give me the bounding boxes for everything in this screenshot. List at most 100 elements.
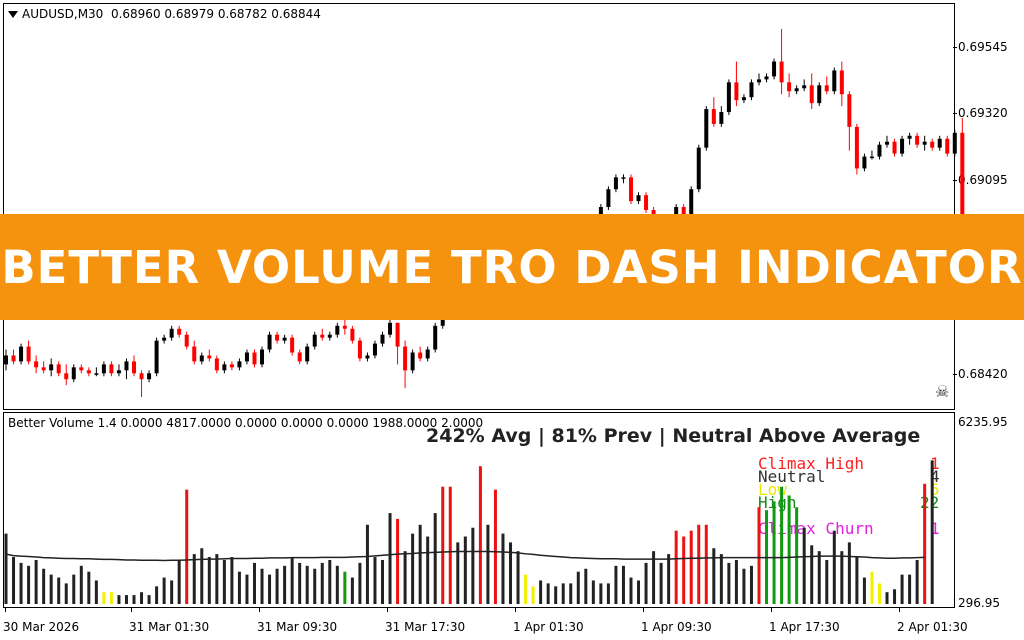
candle-body xyxy=(824,85,829,92)
volume-bar xyxy=(162,577,166,604)
volume-bar xyxy=(908,574,912,604)
candle-body xyxy=(628,177,633,202)
volume-bar xyxy=(34,559,38,604)
candle-body xyxy=(644,195,649,210)
volume-bar xyxy=(780,486,784,604)
x-tick xyxy=(387,607,388,612)
candle-body xyxy=(900,138,905,154)
volume-bar xyxy=(64,583,68,604)
volume-bar xyxy=(742,568,746,604)
candle-body xyxy=(839,70,844,95)
volume-bar xyxy=(493,489,497,604)
candle-body xyxy=(877,144,882,157)
volume-bar xyxy=(772,501,776,604)
candle-body xyxy=(109,364,114,374)
candle-body xyxy=(177,328,182,335)
volume-bar xyxy=(930,460,934,604)
volume-bar xyxy=(42,568,46,604)
candle-body xyxy=(418,352,423,359)
volume-bar xyxy=(704,524,708,604)
candle-body xyxy=(704,109,709,148)
volume-bar xyxy=(124,595,128,604)
candle-body xyxy=(252,352,257,365)
candle-body xyxy=(862,156,867,169)
legend-climax-high: Climax High xyxy=(758,456,864,472)
volume-bar xyxy=(79,565,83,604)
volume-bar xyxy=(795,507,799,604)
candle-body xyxy=(124,361,129,371)
candle-body xyxy=(809,85,814,104)
volume-bar xyxy=(840,551,844,604)
candle-body xyxy=(19,346,24,362)
volume-bar xyxy=(606,583,610,604)
candle-body xyxy=(86,370,91,374)
candle-body xyxy=(34,361,39,368)
x-tick xyxy=(899,607,900,612)
candle-body xyxy=(741,97,746,101)
candle-body xyxy=(749,82,754,98)
volume-bar xyxy=(576,571,580,604)
volume-bar xyxy=(177,559,181,604)
candle-body xyxy=(372,343,377,356)
candle-body xyxy=(726,82,731,113)
candle-body xyxy=(282,337,287,341)
candle-body xyxy=(598,207,603,219)
volume-bar xyxy=(433,513,437,604)
volume-bar xyxy=(117,595,121,604)
candle-body xyxy=(199,355,204,362)
candle-body xyxy=(229,364,234,368)
volume-bar xyxy=(629,577,633,604)
volume-bar xyxy=(102,592,106,604)
volume-bar xyxy=(343,571,347,604)
volume-bar xyxy=(350,577,354,604)
volume-average-line xyxy=(5,550,925,562)
legend-low-count: 5 xyxy=(930,480,940,499)
y-tick xyxy=(953,374,957,375)
candle-body xyxy=(922,141,927,145)
candle-body xyxy=(764,76,769,80)
legend-climax-high-count: 1 xyxy=(930,454,940,473)
volume-bar xyxy=(810,545,814,604)
volume-axis-max: 6235.95 xyxy=(958,415,1008,429)
volume-bar xyxy=(57,577,61,604)
candle-body xyxy=(297,352,302,362)
legend-high: High xyxy=(758,493,797,512)
y-tick xyxy=(953,47,957,48)
volume-bar xyxy=(222,559,226,604)
candle-body xyxy=(410,352,415,371)
volume-bar xyxy=(456,542,460,604)
price-label: 0.69545 xyxy=(958,40,1008,54)
candle-body xyxy=(169,328,174,338)
volume-bar xyxy=(441,486,445,604)
candle-body xyxy=(267,334,272,350)
candle-body xyxy=(425,349,430,359)
volume-bar xyxy=(388,513,392,604)
price-label: 0.69320 xyxy=(958,106,1008,120)
candle-body xyxy=(832,70,837,92)
volume-bar xyxy=(365,524,369,604)
chart-ohlc: 0.68960 0.68979 0.68782 0.68844 xyxy=(110,7,321,21)
volume-bar xyxy=(486,524,490,604)
volume-bar xyxy=(49,574,53,604)
volume-bar xyxy=(320,562,324,604)
chart-symbol-header: AUDUSD,M30 0.68960 0.68979 0.68782 0.688… xyxy=(8,7,321,21)
volume-bar xyxy=(727,562,731,604)
volume-bar xyxy=(584,568,588,604)
candle-body xyxy=(787,82,792,92)
volume-bar xyxy=(539,580,543,604)
x-tick xyxy=(515,607,516,612)
volume-bar xyxy=(245,574,249,604)
volume-bar xyxy=(328,559,332,604)
candle-body xyxy=(674,207,679,219)
candle-body xyxy=(380,334,385,344)
price-chart-pane[interactable]: AUDUSD,M30 0.68960 0.68979 0.68782 0.688… xyxy=(3,3,955,410)
candle-body xyxy=(357,340,362,359)
volume-bar xyxy=(290,557,294,604)
time-label: 1 Apr 09:30 xyxy=(641,620,712,634)
volume-bar xyxy=(847,542,851,604)
candle-body xyxy=(945,138,950,154)
volume-bar xyxy=(621,565,625,604)
volume-bar xyxy=(418,524,422,604)
candle-body xyxy=(4,355,8,365)
volume-bar xyxy=(644,562,648,604)
